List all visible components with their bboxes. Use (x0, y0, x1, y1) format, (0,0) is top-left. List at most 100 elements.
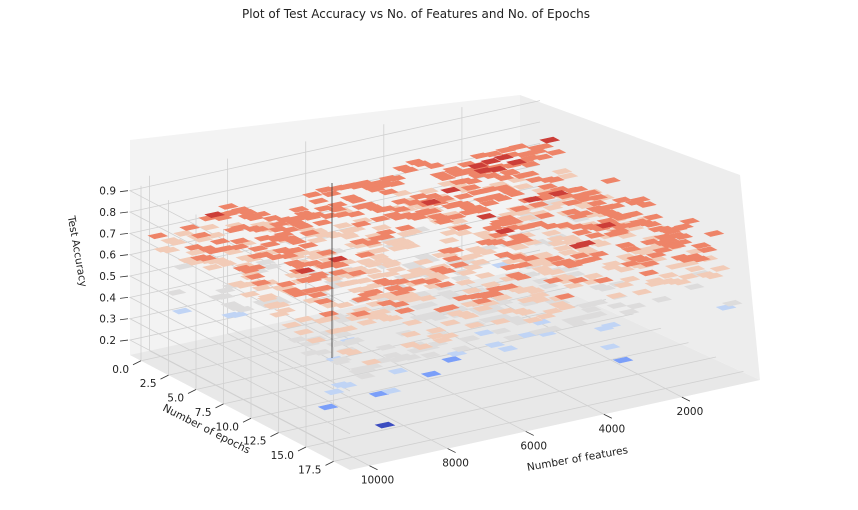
surface-patch (294, 315, 315, 323)
surface-patch (569, 252, 591, 260)
surface-patch (442, 166, 464, 173)
surface-patch (623, 210, 644, 218)
surface-patch (390, 198, 412, 205)
surface-patch (307, 273, 329, 281)
surface-patch (255, 258, 276, 266)
surface-patch (275, 307, 296, 314)
surface-patch (244, 273, 266, 280)
surface-patch (407, 214, 429, 221)
surface-patch (514, 150, 536, 158)
surface-patch (647, 225, 669, 233)
surface-patch (294, 267, 316, 275)
surface-patch (526, 144, 548, 152)
z-tick (119, 339, 129, 342)
surface-patch (454, 279, 476, 286)
surface-patch (508, 143, 529, 151)
surface-patch (696, 246, 718, 253)
surface-patch (458, 208, 480, 216)
surface-patch (547, 239, 568, 247)
surface-patch (311, 348, 333, 356)
surface-patch (356, 319, 378, 326)
surface-patch (147, 232, 169, 240)
surface-patch (512, 172, 533, 180)
surface-patch (315, 249, 337, 256)
surface-patch (226, 304, 248, 312)
surface-patch (472, 305, 494, 312)
surface-patch (539, 136, 561, 144)
surface-patch (604, 202, 626, 210)
surface-patch (221, 311, 242, 319)
surface-patch (639, 238, 661, 246)
surface-patch (196, 254, 217, 262)
surface-patch (528, 328, 550, 336)
surface-patch (290, 271, 311, 279)
surface-patch (670, 253, 692, 261)
surface-patch (421, 277, 443, 285)
surface-patch (402, 295, 424, 303)
surface-patch (418, 187, 439, 195)
surface-patch (385, 294, 406, 301)
x-tick-label: 0.0 (112, 364, 129, 376)
surface-patch (328, 269, 349, 276)
surface-patch (347, 286, 368, 294)
surface-patch (202, 247, 224, 255)
z-grid-line (128, 206, 541, 413)
surface-patch (529, 291, 550, 299)
surface-patch (447, 200, 468, 208)
z-tick (119, 232, 129, 235)
surface-patch (545, 149, 567, 156)
surface-patch (361, 267, 383, 275)
surface-patch (451, 345, 472, 353)
surface-patch (438, 237, 460, 244)
surface-patch (572, 210, 594, 217)
surface-patch (387, 367, 409, 375)
surface-patch (620, 245, 642, 253)
surface-patch (504, 190, 526, 198)
surface-patch (333, 183, 355, 191)
surface-patch (709, 265, 731, 272)
surface-patch (561, 261, 583, 269)
surface-patch (493, 174, 515, 182)
surface-patch (358, 182, 380, 189)
surface-patch (664, 262, 686, 270)
surface-patch (588, 250, 610, 258)
surface-patch (478, 199, 500, 207)
surface-patch (642, 213, 664, 221)
surface-patch (205, 231, 226, 239)
surface-patch (346, 197, 367, 204)
surface-patch (538, 282, 559, 290)
y-tick-label: 4000 (598, 423, 625, 435)
surface-patch (420, 370, 442, 378)
surface-patch (369, 215, 391, 223)
surface-patch (340, 194, 361, 201)
surface-patch (312, 219, 333, 227)
surface-patch (209, 238, 231, 245)
z-tick-label: 0.7 (99, 228, 116, 240)
surface-patch (308, 197, 329, 205)
surface-patch (223, 226, 245, 234)
surface-patch (302, 296, 324, 304)
surface-patch (287, 336, 309, 343)
surface-patch (473, 329, 495, 337)
surface-patch (652, 246, 673, 254)
surface-patch (495, 146, 517, 154)
surface-patch (443, 247, 465, 254)
surface-patch (183, 244, 205, 251)
surface-patch (658, 272, 679, 279)
z-grid-line (128, 228, 541, 435)
y-tick-label: 10000 (361, 475, 394, 487)
surface-patch (456, 269, 478, 276)
x-tick (187, 389, 197, 394)
surface-patch (204, 211, 226, 219)
surface-patch (448, 261, 470, 269)
surface-patch (519, 160, 541, 168)
surface-patch (613, 281, 635, 289)
surface-patch (580, 306, 602, 313)
x-tick-label: 15.0 (271, 450, 294, 462)
surface-patch (445, 309, 467, 317)
surface-patch (394, 307, 416, 314)
surface-patch (300, 287, 322, 294)
surface-patch (337, 231, 359, 239)
surface-patch (629, 196, 651, 203)
surface-patch (641, 221, 663, 228)
